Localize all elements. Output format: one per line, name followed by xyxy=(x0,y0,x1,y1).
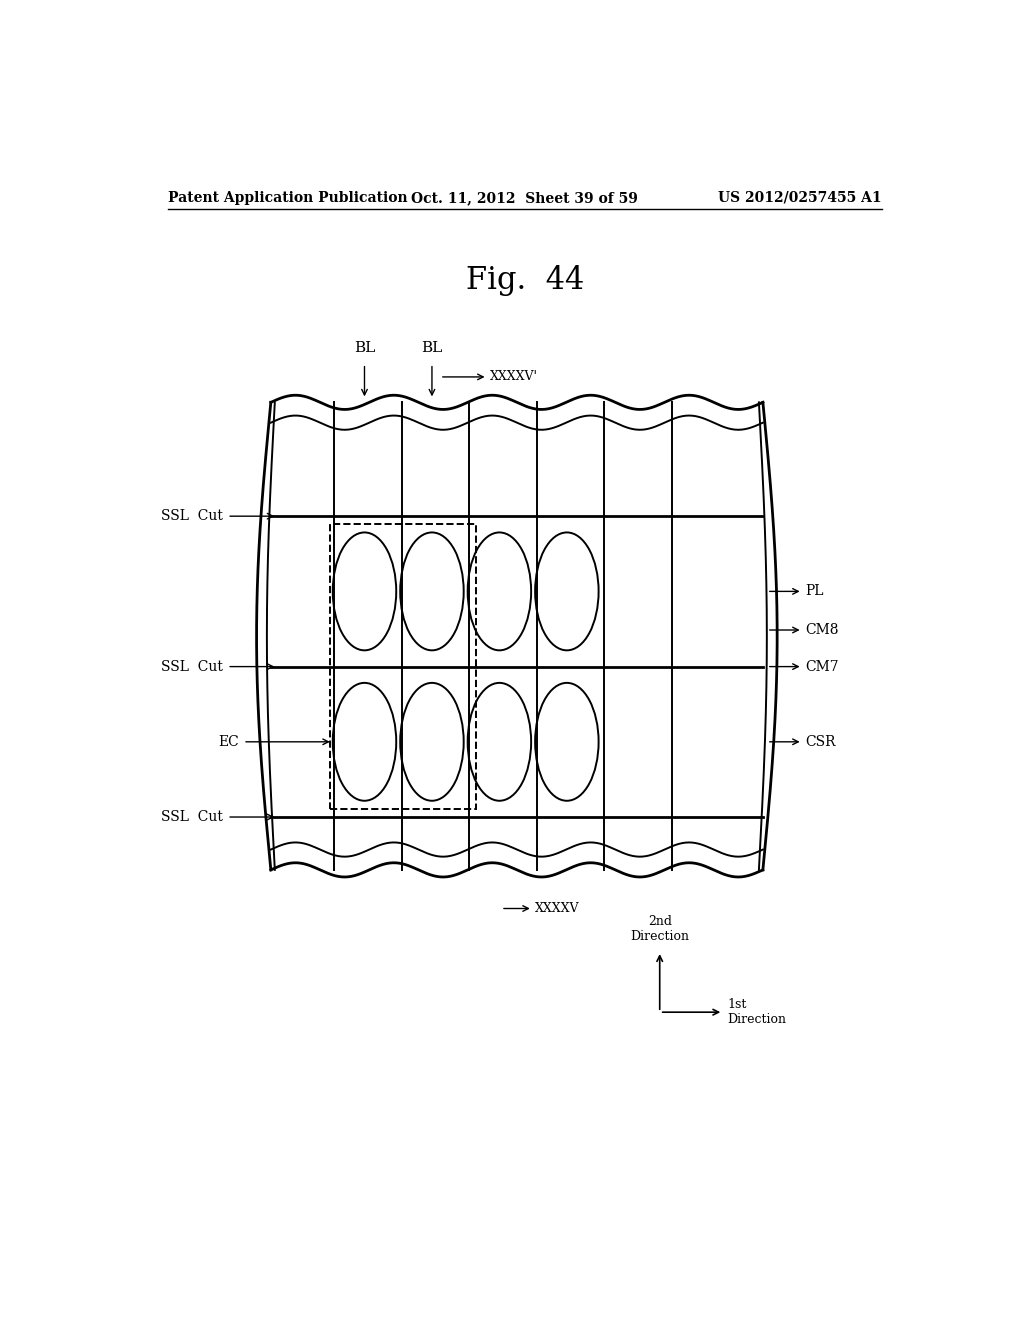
Text: Oct. 11, 2012  Sheet 39 of 59: Oct. 11, 2012 Sheet 39 of 59 xyxy=(412,191,638,205)
Text: 1st
Direction: 1st Direction xyxy=(727,998,786,1026)
Text: US 2012/0257455 A1: US 2012/0257455 A1 xyxy=(718,191,882,205)
Text: SSL  Cut: SSL Cut xyxy=(162,660,223,673)
Text: BL: BL xyxy=(421,341,442,355)
Text: CM8: CM8 xyxy=(805,623,839,638)
Text: CM7: CM7 xyxy=(805,660,839,673)
Text: CSR: CSR xyxy=(805,735,836,748)
Text: XXXXV: XXXXV xyxy=(536,902,580,915)
Text: EC: EC xyxy=(218,735,239,748)
Text: 2nd
Direction: 2nd Direction xyxy=(630,915,689,942)
Text: Fig.  44: Fig. 44 xyxy=(466,265,584,296)
Text: PL: PL xyxy=(805,585,823,598)
Text: SSL  Cut: SSL Cut xyxy=(162,810,223,824)
Text: XXXXV': XXXXV' xyxy=(489,371,538,383)
Text: BL: BL xyxy=(354,341,375,355)
Bar xyxy=(331,524,475,809)
Text: Patent Application Publication: Patent Application Publication xyxy=(168,191,408,205)
Text: SSL  Cut: SSL Cut xyxy=(162,510,223,523)
